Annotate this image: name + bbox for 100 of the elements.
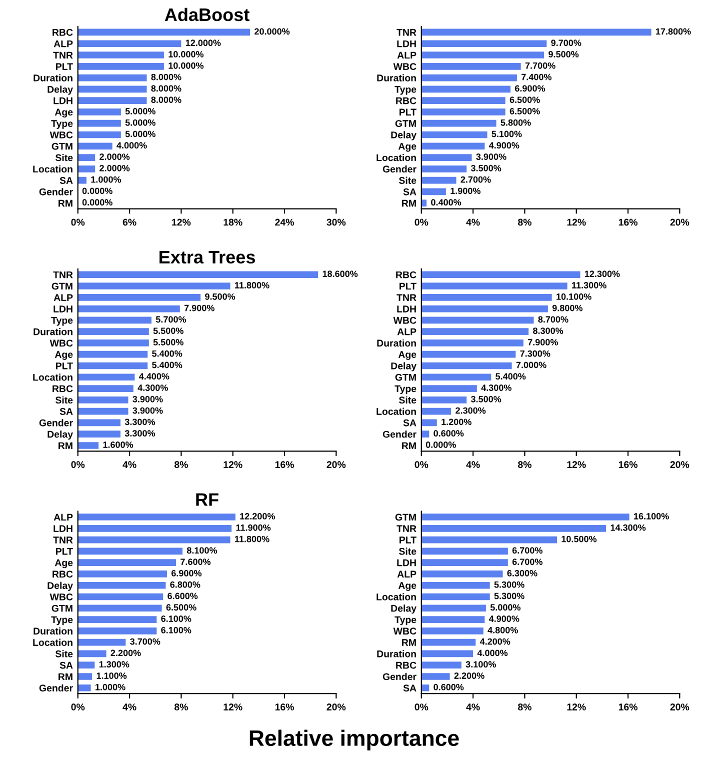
y-tick-label: Site [398,176,416,184]
data-label: 2.300% [456,407,486,414]
bar [78,616,157,623]
bar [78,328,149,335]
bar [421,362,512,370]
bar [421,131,488,138]
data-label: 3.300% [124,430,156,437]
data-label: 6.600% [168,592,198,600]
y-tick-label: Age [54,108,73,118]
y-tick-label: WBC [50,593,73,600]
bar [421,548,508,555]
bar [78,524,232,532]
data-label: 2.200% [110,650,141,656]
bar [421,430,430,438]
data-label: 1.600% [103,442,134,448]
bar [78,131,121,138]
bar [421,62,521,70]
y-tick-label: Location [376,593,416,600]
bar [421,582,490,589]
y-tick-label: Type [394,616,416,626]
data-label: 12.300% [584,270,620,278]
y-tick-label: ALP [54,294,73,301]
bar [78,548,182,555]
bar [78,628,157,634]
bar [421,650,474,658]
bar [78,593,164,600]
y-tick-label: Gender [382,672,416,680]
x-tick-label: 20% [326,461,346,468]
x-tick-label: 20% [670,218,690,226]
chart-title: RF [196,493,218,506]
y-tick-label: RM [58,442,72,450]
y-tick-label: LDH [397,306,416,312]
y-tick-label: Type [51,317,73,326]
bar [78,650,106,658]
data-label: 5.500% [153,328,184,334]
y-tick-label: WBC [50,131,73,138]
x-tick-label: 4% [466,461,480,468]
bar [78,52,164,58]
data-label: 8.100% [186,547,218,554]
y-tick-label: SA [403,188,416,196]
bar [421,385,477,392]
bar [421,165,467,172]
bar [78,120,121,127]
bar [78,442,99,449]
x-tick-label: 16% [275,704,294,710]
bar [78,350,148,358]
y-tick-label: Duration [34,74,72,82]
data-label: 2.700% [460,176,491,183]
data-label: 0.000% [82,199,112,206]
y-tick-label: Type [51,120,73,129]
data-label: 0.600% [434,684,464,690]
x-tick-label: 16% [618,461,638,468]
chart-title: Extra Trees [160,250,255,264]
x-tick-label: 24% [275,218,294,226]
y-tick-label: Type [394,86,416,95]
y-tick-label: TNR [396,525,416,532]
y-tick-label: LDH [397,40,416,48]
y-tick-label: Duration [34,627,72,635]
y-tick-label: Duration [377,650,416,658]
y-tick-label: RM [402,200,416,207]
data-label: 0.000% [82,188,112,194]
y-tick-label: RBC [396,662,416,669]
y-tick-label: RM [58,673,72,680]
bar [78,28,250,36]
data-label: 5.400% [152,362,182,368]
data-label: 5.500% [153,338,184,346]
data-label: 9.800% [552,304,583,312]
bar [78,559,176,566]
y-tick-label: Gender [382,430,416,438]
x-tick-label: 12% [224,461,242,468]
bar [421,628,484,634]
bar [421,559,508,566]
data-label: 5.400% [152,350,182,357]
y-tick-label: LDH [54,306,72,312]
data-label: 6.100% [161,616,192,622]
bar [78,108,121,116]
data-label: 1.100% [96,672,127,679]
y-tick-label: Age [54,559,73,568]
x-tick-label: 0% [71,461,85,468]
data-label: 5.800% [500,119,531,126]
x-tick-label: 8% [518,704,532,710]
x-tick-label: 6% [122,218,136,226]
data-label: 14.300% [610,524,646,531]
data-label: 12.000% [186,40,221,46]
bar [421,52,544,58]
data-label: 12.200% [240,513,275,520]
data-label: 17.800% [656,28,691,35]
bar [78,305,180,312]
bar [421,593,490,600]
y-tick-label: Site [398,548,416,555]
data-label: 20.000% [254,28,290,35]
data-label: 0.600% [434,430,464,437]
y-tick-label: Site [398,396,416,404]
bar [421,282,568,290]
bar [421,396,467,404]
bar [78,40,182,48]
bar [421,294,552,301]
y-tick-label: RBC [52,28,73,36]
data-label: 4.400% [139,373,170,380]
y-tick-label: Site [55,154,73,162]
